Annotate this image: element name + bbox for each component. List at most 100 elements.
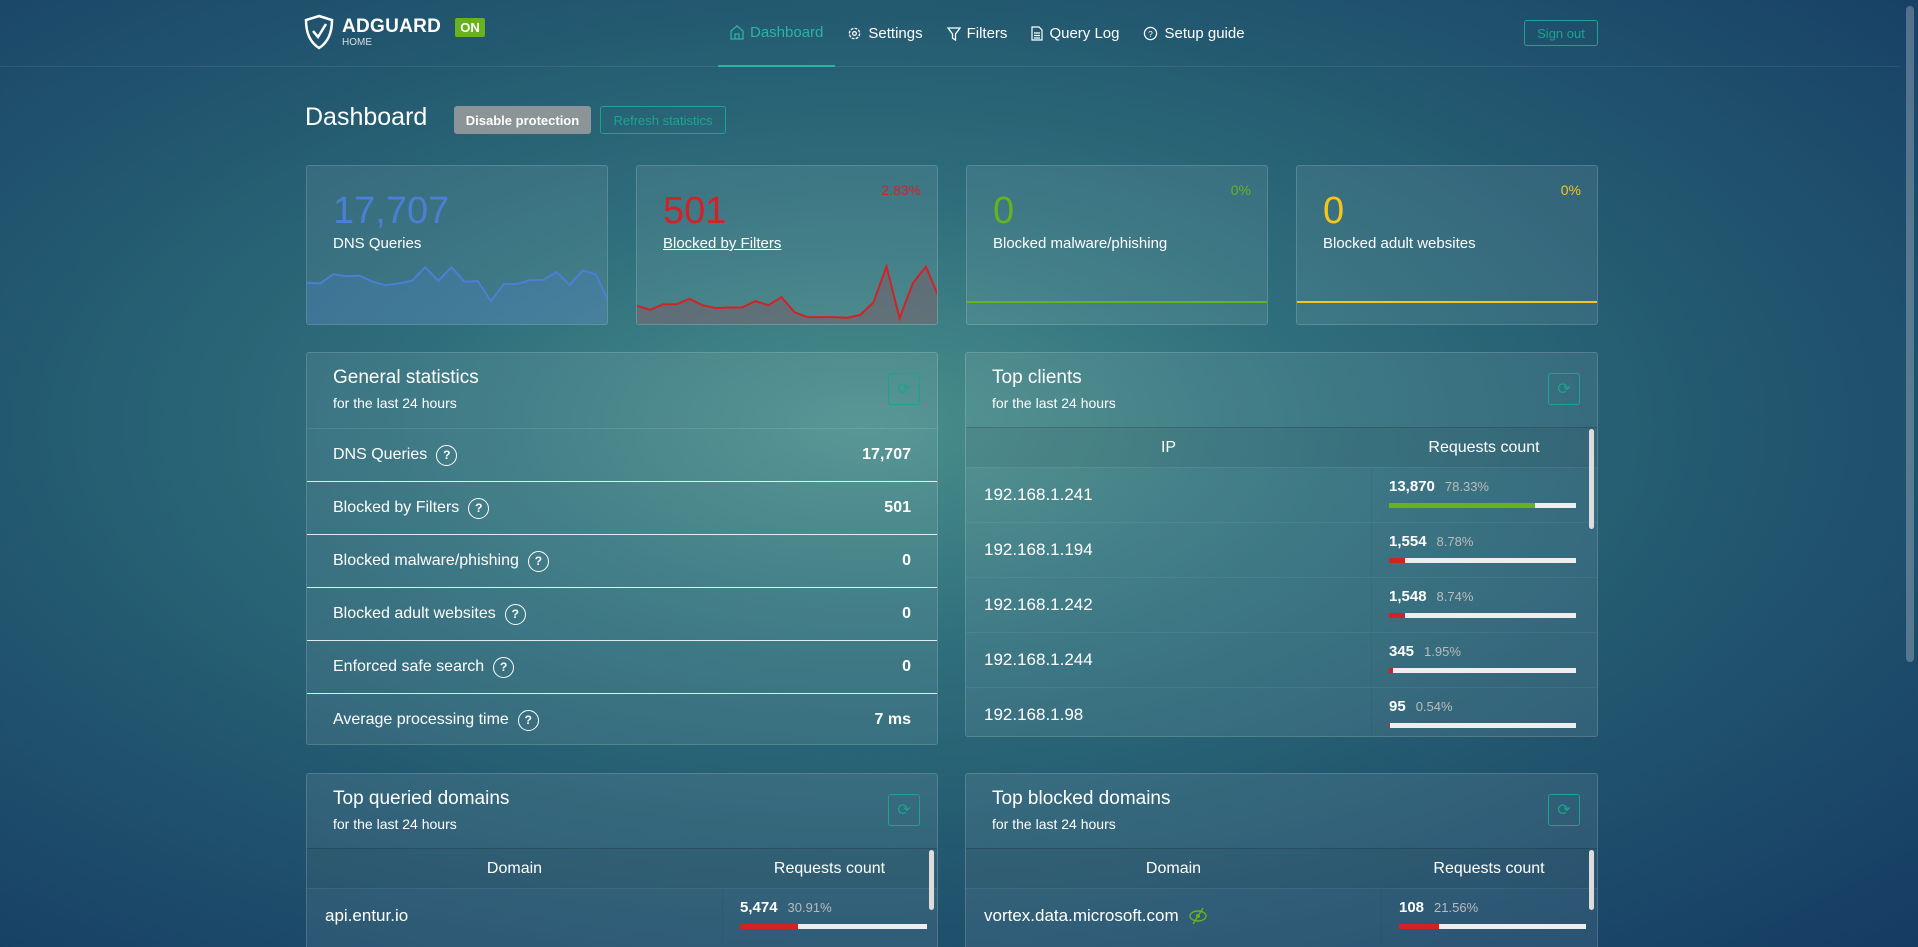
protection-status-badge: ON [455, 17, 485, 37]
nav-settings[interactable]: Settings [835, 0, 934, 67]
nav-label: Setup guide [1164, 25, 1245, 42]
main-nav: Dashboard Settings Filters Query Log ? Se… [718, 0, 1257, 67]
column-header[interactable]: IP [1160, 438, 1177, 456]
svg-text:?: ? [1149, 29, 1154, 39]
help-icon[interactable]: ? [436, 444, 458, 466]
stat-value: 17,707 [333, 190, 450, 232]
refresh-button[interactable]: ⟳ [1548, 794, 1580, 826]
help-circle-icon: ? [1144, 26, 1158, 41]
help-icon[interactable]: ? [468, 497, 490, 519]
sign-out-button[interactable]: Sign out [1524, 20, 1598, 46]
table-scrollbar[interactable] [929, 850, 934, 910]
row-key: 192.168.1.98 [984, 705, 1084, 724]
nav-label: Dashboard [750, 24, 824, 41]
stat-percent: 0% [1560, 182, 1581, 198]
row-key[interactable]: api.entur.io [325, 906, 409, 925]
help-icon[interactable]: ? [527, 550, 549, 572]
adguard-logo[interactable]: ADGUARD HOME ON [304, 14, 485, 50]
table-row: 192.168.1.241 13,870 78.33% [966, 467, 1597, 522]
nav-filters[interactable]: Filters [935, 0, 1020, 67]
request-count: 1,548 [1389, 588, 1427, 605]
refresh-icon: ⟳ [897, 381, 911, 398]
percent-bar [1389, 558, 1576, 563]
nav-dashboard[interactable]: Dashboard [718, 0, 836, 67]
top-clients-panel: Top clients for the last 24 hours ⟳ IP Re… [965, 352, 1598, 737]
sparkline-area [307, 267, 607, 324]
row-key: 192.168.1.241 [984, 485, 1093, 504]
refresh-button[interactable]: ⟳ [888, 373, 920, 405]
logo-sub: HOME [342, 36, 372, 48]
sparkline-line [637, 263, 937, 322]
stat-card: 0 Blocked malware/phishing 0% [966, 165, 1268, 325]
stat-value: 0 [993, 190, 1015, 232]
column-header[interactable]: Domain [1145, 859, 1202, 877]
stat-row: Blocked adult websites? 0 [307, 587, 937, 640]
stat-percent: 0% [1230, 182, 1251, 198]
stat-value: 501 [663, 190, 727, 232]
general-statistics-panel: General statistics for the last 24 hours… [306, 352, 938, 745]
column-header[interactable]: Requests count [773, 859, 886, 877]
nav-label: Filters [966, 25, 1008, 42]
help-icon[interactable]: ? [493, 656, 515, 678]
table-row: 192.168.1.194 1,554 8.78% [966, 522, 1597, 577]
percent-bar [1389, 723, 1576, 728]
gear-icon [849, 27, 861, 40]
column-header[interactable]: Requests count [1433, 859, 1545, 877]
refresh-button[interactable]: ⟳ [1548, 373, 1580, 405]
stat-row-label: Blocked by Filters [333, 499, 460, 516]
stat-row-value: 0 [902, 552, 911, 569]
top-blocked-domains-panel: Top blocked domains for the last 24 hour… [965, 773, 1598, 947]
table-row: api.entur.io 5,474 30.91% [307, 888, 937, 943]
nav-query-log[interactable]: Query Log [1019, 0, 1131, 67]
refresh-statistics-button[interactable]: Refresh statistics [600, 106, 726, 134]
percent-bar [1389, 503, 1576, 508]
table-scrollbar[interactable] [1589, 429, 1594, 529]
help-icon[interactable]: ? [517, 709, 539, 731]
panel-subtitle: for the last 24 hours [992, 395, 1116, 411]
stat-label: Blocked malware/phishing [993, 235, 1168, 252]
percent-bar [740, 924, 927, 929]
request-count: 95 [1389, 698, 1406, 715]
stat-row-value: 0 [902, 658, 911, 675]
stat-row-value: 0 [902, 605, 911, 622]
row-key[interactable]: vortex.data.microsoft.com [984, 906, 1179, 925]
table-row: 192.168.1.242 1,548 8.74% [966, 577, 1597, 632]
column-header[interactable]: Domain [486, 859, 543, 877]
table-row: 192.168.1.244 345 1.95% [966, 632, 1597, 687]
stat-card: 17,707 DNS Queries [306, 165, 608, 325]
refresh-icon: ⟳ [1557, 802, 1571, 819]
table-row: 192.168.1.98 95 0.54% [966, 687, 1597, 736]
stat-row: Blocked malware/phishing? 0 [307, 534, 937, 587]
request-percent: 8.78% [1436, 534, 1474, 549]
request-count: 1,554 [1389, 533, 1427, 550]
stat-label: Blocked adult websites [1323, 235, 1476, 252]
stat-percent: 2.83% [881, 182, 921, 198]
sparkline-chart [637, 263, 937, 324]
percent-bar-fill [1389, 723, 1390, 728]
top-header: ADGUARD HOME ON Dashboard Settings Filter… [0, 0, 1900, 67]
row-key: 192.168.1.244 [984, 650, 1093, 669]
stat-row-label: Blocked adult websites [333, 605, 496, 622]
sparkline-chart [967, 301, 1267, 303]
page-scrollbar[interactable] [1906, 6, 1914, 662]
table-scrollbar[interactable] [1589, 850, 1594, 910]
panel-title: General statistics [333, 367, 479, 388]
stat-label[interactable]: Blocked by Filters [663, 235, 782, 252]
percent-bar [1399, 924, 1586, 929]
row-key: 192.168.1.194 [984, 540, 1093, 559]
percent-bar [1389, 613, 1576, 618]
nav-setup-guide[interactable]: ? Setup guide [1131, 0, 1256, 67]
sparkline-chart [1297, 301, 1597, 303]
refresh-button[interactable]: ⟳ [888, 794, 920, 826]
panel-title: Top clients [992, 367, 1082, 388]
percent-bar-fill [1389, 503, 1536, 508]
request-percent: 30.91% [787, 900, 832, 915]
request-count: 345 [1389, 643, 1415, 660]
column-header[interactable]: Requests count [1428, 438, 1540, 456]
help-icon[interactable]: ? [504, 603, 526, 625]
sparkline-line [307, 265, 607, 303]
request-count: 5,474 [740, 899, 778, 916]
disable-protection-button[interactable]: Disable protection [454, 106, 591, 134]
stat-row: Enforced safe search? 0 [307, 640, 937, 693]
eye-slash-icon[interactable] [1187, 905, 1209, 927]
